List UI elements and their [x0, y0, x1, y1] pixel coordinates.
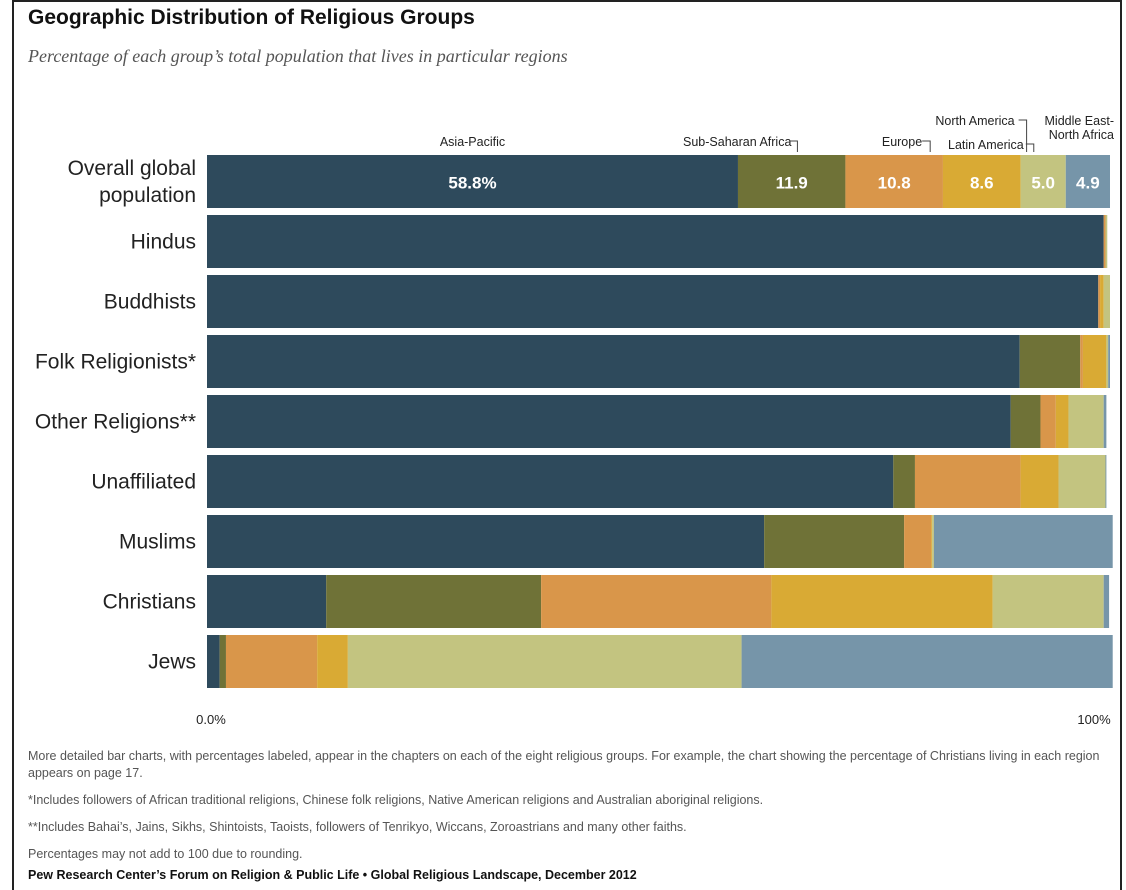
- bar-folk-religionists-europe: [1080, 335, 1083, 388]
- chart-frame: [12, 0, 1122, 890]
- note-folk-religions: *Includes followers of African tradition…: [28, 793, 764, 807]
- bar-christians-sub-saharan-africa: [326, 575, 542, 628]
- bar-other-religions-north-america: [1068, 395, 1104, 448]
- bar-christians-latin-america: [771, 575, 993, 628]
- legend-leader-europe: [922, 140, 931, 152]
- bar-overall-global-population-sub-saharan-africa: [737, 155, 846, 208]
- bar-overall-global-population-north-america: [1020, 155, 1066, 208]
- category-label-other-religions: Other Religions**: [35, 411, 196, 434]
- value-label-asia-pacific: 58.8%: [448, 174, 496, 193]
- bar-muslims-sub-saharan-africa: [764, 515, 905, 568]
- bar-folk-religionists-middle-east-north-africa: [1108, 335, 1110, 388]
- bar-other-religions-sub-saharan-africa: [1010, 395, 1041, 448]
- legend-label-asia-pacific: Asia-Pacific: [440, 135, 505, 149]
- legend-label-middle-east: Middle East-: [1045, 114, 1114, 128]
- chart-title: Geographic Distribution of Religious Gro…: [28, 6, 475, 29]
- bar-jews-europe: [225, 635, 318, 688]
- bar-folk-religionists-latin-america: [1082, 335, 1107, 388]
- bar-muslims-europe: [904, 515, 932, 568]
- chart-subtitle: Percentage of each group’s total populat…: [28, 46, 568, 66]
- bar-other-religions-middle-east-north-africa: [1103, 395, 1107, 448]
- note-rounding: Percentages may not add to 100 due to ro…: [28, 847, 303, 861]
- bar-hindus-asia-pacific: [207, 215, 1104, 268]
- legend-label-latin-america: Latin America: [948, 138, 1024, 152]
- note-other-religions: **Includes Bahai’s, Jains, Sikhs, Shinto…: [28, 820, 687, 834]
- bar-christians-north-america: [992, 575, 1104, 628]
- bar-muslims-latin-america: [931, 515, 933, 568]
- bar-hindus-europe: [1103, 215, 1106, 268]
- category-label-hindus: Hindus: [131, 231, 196, 254]
- value-label-latin-america: 8.6: [970, 174, 994, 193]
- bar-buddhists-asia-pacific: [207, 275, 1099, 328]
- bar-jews-latin-america: [317, 635, 348, 688]
- bar-unaffiliated-middle-east-north-africa: [1105, 455, 1107, 508]
- legend-label-north-africa: North Africa: [1049, 128, 1114, 142]
- bar-overall-global-population-middle-east-north-africa: [1065, 155, 1110, 208]
- bar-other-religions-europe: [1040, 395, 1056, 448]
- legend-label-europe: Europe: [882, 135, 922, 149]
- category-label-buddhists: Buddhists: [104, 291, 196, 314]
- bar-muslims-asia-pacific: [207, 515, 765, 568]
- bar-folk-religionists-sub-saharan-africa: [1019, 335, 1081, 388]
- bar-unaffiliated-latin-america: [1020, 455, 1059, 508]
- bar-other-religions-latin-america: [1055, 395, 1069, 448]
- category-label-folk-religionists: Folk Religionists*: [35, 351, 196, 374]
- legend-leader-latin-america: [1025, 143, 1035, 152]
- legend-leader-north-america: [1018, 119, 1028, 152]
- bar-folk-religionists-asia-pacific: [207, 335, 1020, 388]
- bar-hindus-north-america: [1105, 215, 1108, 268]
- bar-jews-asia-pacific: [207, 635, 220, 688]
- legend-leader-sub-saharan-africa: [789, 140, 798, 152]
- bar-buddhists-latin-america: [1100, 275, 1104, 328]
- legend-label-sub-saharan-africa: Sub-Saharan Africa: [683, 135, 791, 149]
- bar-christians-middle-east-north-africa: [1103, 575, 1110, 628]
- bar-muslims-middle-east-north-africa: [933, 515, 1113, 568]
- bar-unaffiliated-europe: [914, 455, 1021, 508]
- bar-unaffiliated-north-america: [1058, 455, 1106, 508]
- category-label-jews: Jews: [148, 651, 196, 674]
- bar-unaffiliated-sub-saharan-africa: [893, 455, 915, 508]
- bar-overall-global-population-asia-pacific: [207, 155, 738, 208]
- bar-buddhists-north-america: [1103, 275, 1110, 328]
- bar-unaffiliated-asia-pacific: [207, 455, 894, 508]
- stacked-bar-chart: Overall global population Hindus Buddhists F…: [35, 114, 1114, 727]
- bar-folk-religionists-north-america: [1106, 335, 1109, 388]
- category-label-overall-global-population: Overall global population: [68, 157, 196, 207]
- category-label-muslims: Muslims: [119, 531, 196, 554]
- bar-buddhists-europe: [1098, 275, 1101, 328]
- category-label-christians: Christians: [103, 591, 196, 614]
- source-line: Pew Research Center’s Forum on Religion …: [28, 868, 637, 882]
- legend-label-north-america: North America: [935, 114, 1014, 128]
- note-detailed-charts: More detailed bar charts, with percentag…: [28, 749, 1100, 780]
- value-label-sub-saharan-africa: 11.9: [776, 174, 808, 193]
- value-label-middle-east-north-africa: 4.9: [1076, 174, 1100, 193]
- chart-notes: More detailed bar charts, with percentag…: [28, 748, 1108, 873]
- x-tick-label-0: 0.0%: [196, 712, 226, 727]
- bar-jews-middle-east-north-africa: [741, 635, 1113, 688]
- bar-christians-europe: [541, 575, 772, 628]
- bar-muslims-north-america: [932, 515, 934, 568]
- value-label-europe: 10.8: [878, 174, 911, 193]
- bar-christians-asia-pacific: [207, 575, 327, 628]
- value-label-north-america: 5.0: [1031, 174, 1055, 193]
- bar-overall-global-population-europe: [845, 155, 943, 208]
- category-label-unaffiliated: Unaffiliated: [91, 471, 196, 494]
- bar-other-religions-asia-pacific: [207, 395, 1011, 448]
- bar-overall-global-population-latin-america: [942, 155, 1021, 208]
- x-tick-label-100: 100%: [1077, 712, 1111, 727]
- bar-jews-north-america: [347, 635, 742, 688]
- bar-jews-sub-saharan-africa: [219, 635, 226, 688]
